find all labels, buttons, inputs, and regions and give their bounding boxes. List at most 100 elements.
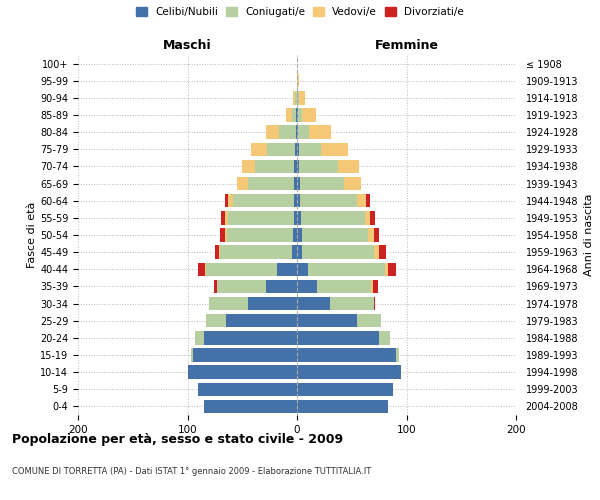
- Bar: [371, 280, 373, 293]
- Bar: [297, 400, 388, 413]
- Bar: [370, 211, 375, 224]
- Bar: [298, 126, 309, 139]
- Bar: [357, 314, 382, 328]
- Bar: [293, 228, 297, 241]
- Bar: [338, 160, 359, 173]
- Bar: [297, 126, 298, 139]
- Bar: [297, 382, 394, 396]
- Bar: [297, 246, 302, 259]
- Bar: [227, 228, 293, 241]
- Bar: [299, 91, 305, 104]
- Bar: [187, 366, 297, 379]
- Bar: [214, 280, 217, 293]
- Bar: [299, 142, 321, 156]
- Bar: [248, 177, 294, 190]
- Bar: [242, 160, 256, 173]
- Bar: [296, 126, 297, 139]
- Bar: [300, 177, 344, 190]
- Bar: [368, 228, 374, 241]
- Bar: [373, 280, 378, 293]
- Bar: [277, 262, 297, 276]
- Bar: [199, 382, 297, 396]
- Bar: [297, 314, 357, 328]
- Bar: [385, 262, 388, 276]
- Bar: [205, 262, 206, 276]
- Bar: [215, 246, 219, 259]
- Bar: [191, 348, 193, 362]
- Bar: [395, 348, 399, 362]
- Bar: [297, 74, 299, 88]
- Bar: [297, 108, 298, 122]
- Text: COMUNE DI TORRETTA (PA) - Dati ISTAT 1° gennaio 2009 - Elaborazione TUTTITALIA.I: COMUNE DI TORRETTA (PA) - Dati ISTAT 1° …: [12, 468, 371, 476]
- Bar: [299, 160, 338, 173]
- Bar: [321, 142, 349, 156]
- Bar: [301, 211, 365, 224]
- Bar: [297, 142, 299, 156]
- Y-axis label: Fasce di età: Fasce di età: [27, 202, 37, 268]
- Bar: [297, 160, 299, 173]
- Bar: [295, 142, 297, 156]
- Bar: [286, 108, 292, 122]
- Bar: [206, 314, 226, 328]
- Text: Popolazione per età, sesso e stato civile - 2009: Popolazione per età, sesso e stato civil…: [12, 432, 343, 446]
- Bar: [294, 160, 297, 173]
- Bar: [209, 297, 248, 310]
- Bar: [217, 280, 266, 293]
- Legend: Celibi/Nubili, Coniugati/e, Vedovi/e, Divorziati/e: Celibi/Nubili, Coniugati/e, Vedovi/e, Di…: [134, 5, 466, 20]
- Bar: [357, 194, 366, 207]
- Bar: [266, 280, 297, 293]
- Bar: [228, 194, 233, 207]
- Bar: [206, 262, 277, 276]
- Bar: [379, 331, 390, 344]
- Bar: [330, 297, 374, 310]
- Bar: [219, 246, 220, 259]
- Bar: [294, 211, 297, 224]
- Bar: [280, 126, 296, 139]
- Bar: [297, 211, 301, 224]
- Text: Maschi: Maschi: [163, 38, 212, 52]
- Bar: [221, 211, 225, 224]
- Bar: [226, 314, 297, 328]
- Bar: [302, 246, 374, 259]
- Bar: [204, 331, 297, 344]
- Bar: [374, 246, 379, 259]
- Bar: [344, 177, 361, 190]
- Bar: [297, 348, 395, 362]
- Bar: [225, 194, 228, 207]
- Bar: [294, 177, 297, 190]
- Bar: [204, 400, 297, 413]
- Bar: [296, 108, 297, 122]
- Bar: [374, 297, 375, 310]
- Bar: [297, 366, 401, 379]
- Bar: [294, 194, 297, 207]
- Bar: [297, 262, 308, 276]
- Bar: [388, 262, 395, 276]
- Bar: [292, 246, 297, 259]
- Y-axis label: Anni di nascita: Anni di nascita: [584, 194, 594, 276]
- Bar: [297, 297, 330, 310]
- Bar: [220, 246, 292, 259]
- Bar: [251, 142, 268, 156]
- Bar: [297, 91, 299, 104]
- Bar: [365, 211, 370, 224]
- Bar: [292, 108, 296, 122]
- Bar: [300, 194, 357, 207]
- Bar: [293, 91, 295, 104]
- Bar: [297, 194, 300, 207]
- Bar: [268, 142, 295, 156]
- Bar: [256, 160, 294, 173]
- Bar: [220, 228, 225, 241]
- Bar: [308, 262, 385, 276]
- Bar: [374, 228, 379, 241]
- Bar: [302, 228, 368, 241]
- Bar: [298, 108, 302, 122]
- Bar: [309, 126, 331, 139]
- Bar: [199, 262, 205, 276]
- Text: Femmine: Femmine: [374, 38, 439, 52]
- Bar: [225, 211, 228, 224]
- Bar: [193, 348, 297, 362]
- Bar: [379, 246, 386, 259]
- Bar: [237, 177, 248, 190]
- Bar: [266, 126, 280, 139]
- Bar: [228, 211, 294, 224]
